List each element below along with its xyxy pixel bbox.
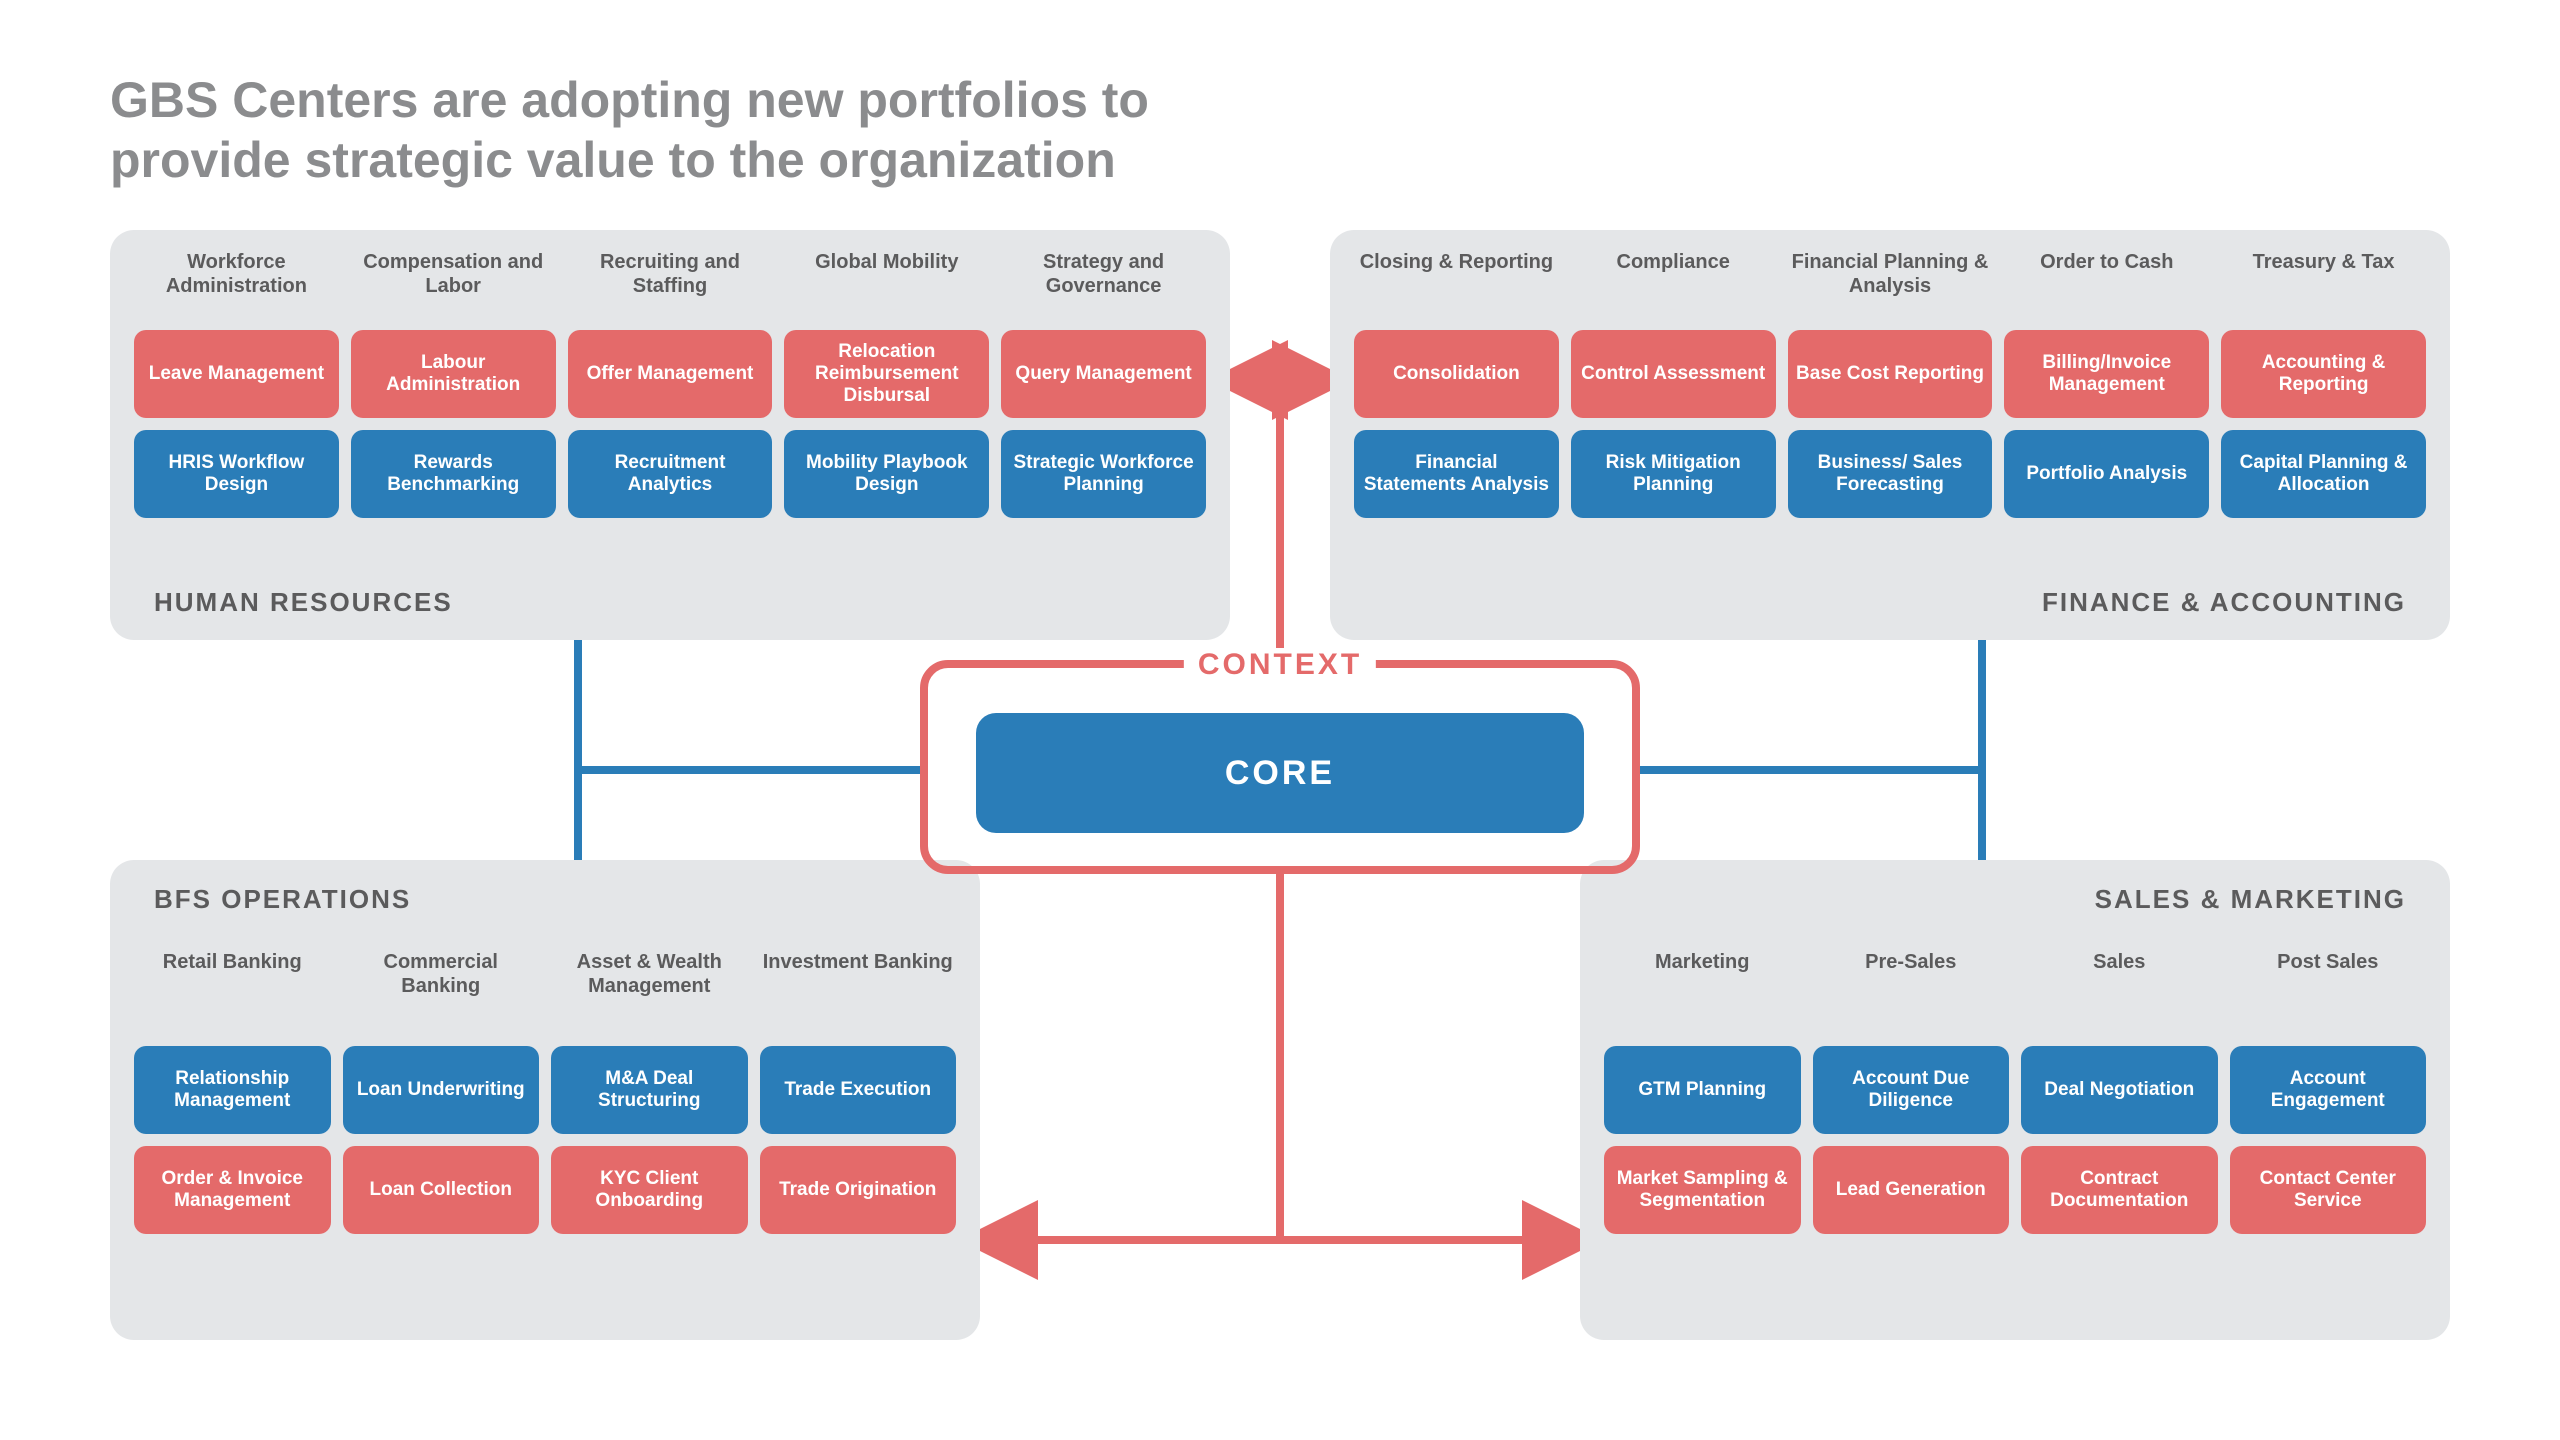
- fa-col-1-tile-1: Risk Mitigation Planning: [1571, 430, 1776, 518]
- fa-col-2-tile-1: Business/ Sales Forecasting: [1788, 430, 1993, 518]
- hr-col-1-tile-0: Labour Administration: [351, 330, 556, 418]
- quad-sm: SALES & MARKETING MarketingGTM PlanningM…: [1580, 860, 2450, 1340]
- page: GBS Centers are adopting new portfolios …: [0, 0, 2560, 1440]
- hr-col-4-tile-1: Strategic Workforce Planning: [1001, 430, 1206, 518]
- sm-col-3-tile-0: Account Engagement: [2230, 1046, 2427, 1134]
- hr-col-0-head: Workforce Administration: [134, 250, 339, 322]
- sm-col-2: SalesDeal Negotiation Contract Documentat…: [2021, 950, 2218, 1246]
- hr-col-4-tile-0: Query Management: [1001, 330, 1206, 418]
- sm-col-3: Post SalesAccount Engagement Contact Cent…: [2230, 950, 2427, 1246]
- fa-col-3-tile-1: Portfolio Analysis: [2004, 430, 2209, 518]
- quad-bfs-columns: Retail BankingRelationship Management Ord…: [134, 950, 956, 1246]
- diagram-grid: Workforce Administration Leave Management…: [110, 230, 2450, 1340]
- bfs-col-2-head: Asset & Wealth Management: [551, 950, 748, 1038]
- bfs-col-3-tile-1: Trade Origination: [760, 1146, 957, 1234]
- sm-col-1-head: Pre-Sales: [1813, 950, 2010, 1038]
- bfs-col-3: Investment BankingTrade Execution Trade O…: [760, 950, 957, 1246]
- hr-col-0-tile-0: Leave Management: [134, 330, 339, 418]
- bfs-col-2-tile-0: M&A Deal Structuring: [551, 1046, 748, 1134]
- quad-sm-title: SALES & MARKETING: [2095, 884, 2406, 915]
- context-box: CONTEXT CORE: [920, 660, 1640, 874]
- sm-col-0: MarketingGTM Planning Market Sampling & S…: [1604, 950, 1801, 1246]
- bfs-col-3-head: Investment Banking: [760, 950, 957, 1038]
- hr-col-4-head: Strategy and Governance: [1001, 250, 1206, 322]
- fa-col-0-head: Closing & Reporting: [1354, 250, 1559, 322]
- quad-fa-title: FINANCE & ACCOUNTING: [2042, 587, 2406, 618]
- bfs-col-2-tile-1: KYC Client Onboarding: [551, 1146, 748, 1234]
- fa-col-0-tile-0: Consolidation: [1354, 330, 1559, 418]
- sm-col-0-tile-0: GTM Planning: [1604, 1046, 1801, 1134]
- quad-hr: Workforce Administration Leave Management…: [110, 230, 1230, 640]
- context-label: CONTEXT: [1184, 648, 1376, 682]
- center-wrap: CONTEXT CORE: [920, 660, 1640, 874]
- quad-sm-columns: MarketingGTM Planning Market Sampling & S…: [1604, 950, 2426, 1246]
- bfs-col-0-tile-1: Order & Invoice Management: [134, 1146, 331, 1234]
- fa-col-1: Compliance Control Assessment Risk Mitigat…: [1571, 250, 1776, 530]
- bfs-col-0-tile-0: Relationship Management: [134, 1046, 331, 1134]
- hr-col-0: Workforce Administration Leave Management…: [134, 250, 339, 530]
- bfs-col-1-head: Commercial Banking: [343, 950, 540, 1038]
- bfs-col-0-head: Retail Banking: [134, 950, 331, 1038]
- fa-col-4: Treasury & Tax Accounting & Reporting Capi…: [2221, 250, 2426, 530]
- quad-fa: Closing & Reporting Consolidation Financia…: [1330, 230, 2450, 640]
- fa-col-0-tile-1: Financial Statements Analysis: [1354, 430, 1559, 518]
- hr-col-3-head: Global Mobility: [784, 250, 989, 322]
- sm-col-0-head: Marketing: [1604, 950, 1801, 1038]
- fa-col-3-tile-0: Billing/Invoice Management: [2004, 330, 2209, 418]
- bfs-col-1: Commercial BankingLoan Underwriting Loan …: [343, 950, 540, 1246]
- fa-col-1-head: Compliance: [1571, 250, 1776, 322]
- sm-col-3-head: Post Sales: [2230, 950, 2427, 1038]
- hr-col-3: Global Mobility Relocation Reimbursement …: [784, 250, 989, 530]
- sm-col-2-head: Sales: [2021, 950, 2218, 1038]
- bfs-col-0: Retail BankingRelationship Management Ord…: [134, 950, 331, 1246]
- hr-col-1-head: Compensation and Labor: [351, 250, 556, 322]
- fa-col-4-tile-0: Accounting & Reporting: [2221, 330, 2426, 418]
- sm-col-2-tile-1: Contract Documentation: [2021, 1146, 2218, 1234]
- bfs-col-1-tile-0: Loan Underwriting: [343, 1046, 540, 1134]
- hr-col-2: Recruiting and Staffing Offer Management R…: [568, 250, 773, 530]
- hr-col-1: Compensation and Labor Labour Administrat…: [351, 250, 556, 530]
- sm-col-2-tile-0: Deal Negotiation: [2021, 1046, 2218, 1134]
- sm-col-1: Pre-SalesAccount Due Diligence Lead Gener…: [1813, 950, 2010, 1246]
- fa-col-3: Order to Cash Billing/Invoice Management P…: [2004, 250, 2209, 530]
- hr-col-2-tile-1: Recruitment Analytics: [568, 430, 773, 518]
- fa-col-2-head: Financial Planning & Analysis: [1788, 250, 1993, 322]
- quad-hr-columns: Workforce Administration Leave Management…: [134, 250, 1206, 530]
- title-line-1: GBS Centers are adopting new portfolios …: [110, 72, 1149, 128]
- sm-col-1-tile-0: Account Due Diligence: [1813, 1046, 2010, 1134]
- quad-fa-columns: Closing & Reporting Consolidation Financia…: [1354, 250, 2426, 530]
- fa-col-2: Financial Planning & Analysis Base Cost R…: [1788, 250, 1993, 530]
- fa-col-4-tile-1: Capital Planning & Allocation: [2221, 430, 2426, 518]
- hr-col-2-head: Recruiting and Staffing: [568, 250, 773, 322]
- bfs-col-1-tile-1: Loan Collection: [343, 1146, 540, 1234]
- fa-col-0: Closing & Reporting Consolidation Financia…: [1354, 250, 1559, 530]
- core-box: CORE: [976, 713, 1584, 833]
- fa-col-1-tile-0: Control Assessment: [1571, 330, 1776, 418]
- quad-bfs-title: BFS OPERATIONS: [154, 884, 411, 915]
- quad-bfs: BFS OPERATIONS Retail BankingRelationshi…: [110, 860, 980, 1340]
- sm-col-3-tile-1: Contact Center Service: [2230, 1146, 2427, 1234]
- title-line-2: provide strategic value to the organizat…: [110, 132, 1116, 188]
- sm-col-1-tile-1: Lead Generation: [1813, 1146, 2010, 1234]
- bfs-col-2: Asset & Wealth ManagementM&A Deal Struct…: [551, 950, 748, 1246]
- hr-col-2-tile-0: Offer Management: [568, 330, 773, 418]
- quad-hr-title: HUMAN RESOURCES: [154, 587, 453, 618]
- fa-col-3-head: Order to Cash: [2004, 250, 2209, 322]
- fa-col-2-tile-0: Base Cost Reporting: [1788, 330, 1993, 418]
- bfs-col-3-tile-0: Trade Execution: [760, 1046, 957, 1134]
- sm-col-0-tile-1: Market Sampling & Segmentation: [1604, 1146, 1801, 1234]
- hr-col-3-tile-0: Relocation Reimbursement Disbursal: [784, 330, 989, 418]
- hr-col-1-tile-1: Rewards Benchmarking: [351, 430, 556, 518]
- grid-inner: Workforce Administration Leave Management…: [110, 230, 2450, 1340]
- hr-col-3-tile-1: Mobility Playbook Design: [784, 430, 989, 518]
- hr-col-0-tile-1: HRIS Workflow Design: [134, 430, 339, 518]
- page-title: GBS Centers are adopting new portfolios …: [110, 70, 1310, 190]
- fa-col-4-head: Treasury & Tax: [2221, 250, 2426, 322]
- hr-col-4: Strategy and Governance Query Management S…: [1001, 250, 1206, 530]
